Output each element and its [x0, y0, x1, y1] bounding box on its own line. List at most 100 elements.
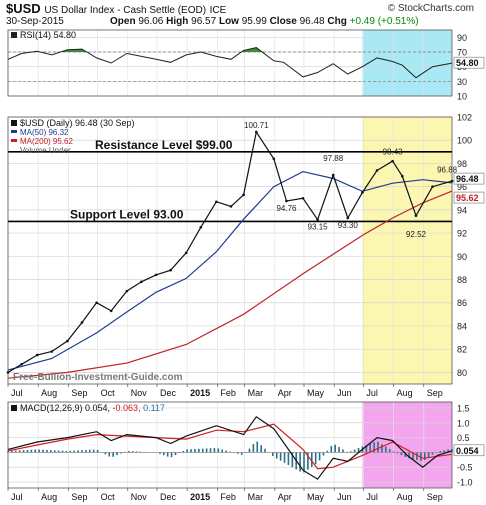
macd-histogram-bar — [408, 452, 410, 459]
price-point — [125, 289, 129, 293]
price-tick-label: 102 — [457, 113, 472, 123]
macd-histogram-bar — [330, 445, 333, 453]
brand-watermark: © StockCharts.com — [387, 3, 474, 14]
macd-histogram-bar — [244, 452, 247, 454]
price-point — [199, 225, 203, 229]
price-point — [140, 280, 143, 284]
ma200-value-flag-text: 95.62 — [456, 193, 479, 203]
macd-histogram-bar — [381, 444, 383, 453]
macd-x-tick-label: Dec — [160, 492, 177, 502]
macd-histogram-bar — [275, 452, 278, 459]
chg-label: Chg — [327, 16, 347, 27]
macd-histogram-bar — [217, 448, 220, 453]
macd-histogram-bar — [373, 442, 375, 453]
macd-histogram-bar — [61, 450, 64, 453]
macd-histogram-bar — [384, 446, 387, 453]
macd-tick-label: 0.5 — [457, 433, 470, 443]
rsi-legend: RSI(14) 54.80 — [20, 30, 76, 40]
macd-histogram-bar — [303, 452, 305, 473]
price-tick-label: 86 — [457, 298, 467, 308]
site-watermark: Free-Bullion-Investment-Guide.com — [13, 372, 183, 383]
price-annotation: 98.43 — [383, 147, 404, 156]
macd-histogram-bar — [365, 445, 368, 453]
price-point — [316, 218, 319, 222]
price-x-tick-label: Apr — [278, 388, 292, 398]
macd-histogram-bar — [451, 448, 453, 453]
price-x-tick-label: 2015 — [190, 388, 210, 398]
price-point — [375, 169, 379, 172]
macd-histogram-bar — [423, 452, 426, 460]
price-x-tick-label: May — [307, 388, 325, 398]
macd-histogram-bar — [252, 444, 255, 453]
macd-x-tick-label: Jul — [11, 492, 23, 502]
price-point — [301, 196, 305, 200]
macd-histogram-bar — [240, 452, 243, 455]
macd-histogram-bar — [116, 452, 118, 456]
macd-histogram-bar — [57, 450, 60, 453]
rsi-tick-label: 70 — [457, 48, 467, 58]
macd-x-tick-label: Mar — [248, 492, 264, 502]
rsi-tick-label: 10 — [457, 92, 467, 102]
price-point — [169, 268, 172, 272]
price-tick-label: 90 — [457, 252, 467, 262]
macd-histogram-bar — [310, 452, 313, 467]
price-hline-label: Resistance Level $99.00 — [95, 138, 233, 152]
ohlc-readout: Open 96.06 High 96.57 Low 95.99 Close 96… — [110, 16, 419, 27]
macd-histogram-bar — [30, 449, 33, 453]
macd-histogram-bar — [131, 451, 134, 453]
close-label: Close — [269, 16, 297, 27]
macd-x-tick-label: Sep — [71, 492, 87, 502]
macd-histogram-bar — [318, 452, 321, 461]
ma200-value-flag — [453, 191, 485, 204]
macd-value-flag-text: 0.054 — [456, 446, 479, 456]
price-point — [272, 157, 276, 161]
price-point — [431, 185, 434, 188]
macd-x-tick-label: Feb — [220, 492, 236, 502]
macd-histogram-bar — [221, 449, 224, 453]
macd-histogram-bar — [77, 450, 79, 453]
macd-histogram-bar — [369, 443, 372, 453]
macd-histogram-bar — [326, 450, 329, 453]
macd-x-tick-label: Oct — [101, 492, 116, 502]
macd-histogram-bar — [205, 448, 208, 453]
open-label: Open — [110, 16, 136, 27]
macd-x-tick-label: 2015 — [190, 492, 210, 502]
macd-frame — [7, 401, 453, 489]
price-point — [184, 251, 188, 255]
macd-histogram-bar — [377, 441, 379, 453]
macd-tick-label: 1.5 — [457, 403, 470, 413]
close-value: 96.48 — [299, 16, 325, 27]
chart-date: 30-Sep-2015 — [6, 16, 64, 27]
price-point — [391, 159, 394, 163]
price-point — [95, 301, 98, 305]
macd-x-tick-label: Aug — [397, 492, 413, 502]
price-highlight-band — [362, 117, 452, 384]
exchange: ICE — [209, 5, 227, 16]
macd-histogram-bar — [427, 452, 430, 458]
macd-histogram-bar — [85, 449, 87, 453]
macd-histogram-bar — [416, 452, 418, 461]
macd-histogram-bar — [53, 450, 56, 453]
macd-histogram-bar — [299, 452, 301, 472]
macd-histogram-bar — [256, 441, 259, 453]
macd-histogram-bar — [209, 448, 212, 453]
macd-histogram-bar — [314, 452, 317, 465]
price-x-axis: Jul Aug Sep Oct Nov Dec 2015 Feb Mar Apr May Jun Jul… — [7, 384, 443, 398]
macd-histogram-bar — [127, 451, 130, 453]
rsi-legend-swatch — [11, 32, 17, 38]
price-tick-label: 100 — [457, 136, 472, 146]
ma50-line — [7, 170, 453, 371]
rsi-tick-label: 90 — [457, 33, 467, 43]
rsi-line — [7, 47, 453, 79]
price-tick-label: 80 — [457, 368, 467, 378]
macd-tick-label: 1.0 — [457, 418, 470, 428]
price-point — [254, 130, 258, 134]
macd-histogram-bar — [190, 449, 192, 453]
macd-histogram-bar — [353, 449, 356, 453]
macd-histogram-bar — [357, 448, 360, 453]
macd-highlight-band — [362, 402, 452, 488]
price-tick-label: 94 — [457, 205, 467, 215]
macd-histogram-bar — [349, 451, 352, 453]
